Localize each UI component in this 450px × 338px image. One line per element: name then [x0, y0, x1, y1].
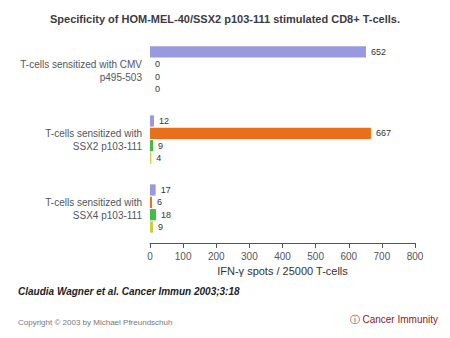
svg-text:0: 0 [155, 84, 160, 94]
svg-text:SSX2 p103-111: SSX2 p103-111 [73, 141, 143, 152]
svg-text:500: 500 [307, 251, 324, 262]
svg-text:400: 400 [274, 251, 291, 262]
svg-text:4: 4 [156, 153, 161, 163]
svg-text:T-cells sensitized with: T-cells sensitized with [45, 128, 142, 139]
svg-text:800: 800 [407, 251, 424, 262]
svg-text:700: 700 [374, 251, 391, 262]
svg-text:SSX4 p103-111: SSX4 p103-111 [73, 210, 143, 221]
svg-text:100: 100 [175, 251, 192, 262]
svg-text:ⓘ Cancer Immunity: ⓘ Cancer Immunity [350, 314, 438, 325]
svg-text:0: 0 [147, 251, 153, 262]
svg-text:12: 12 [159, 116, 169, 126]
svg-text:17: 17 [161, 185, 171, 195]
svg-text:6: 6 [157, 197, 162, 207]
svg-text:300: 300 [241, 251, 258, 262]
svg-text:p495-503: p495-503 [100, 72, 143, 83]
svg-text:Copyright © 2003 by Michael Pf: Copyright © 2003 by Michael Pfreundschuh [18, 318, 172, 327]
svg-text:667: 667 [376, 128, 391, 138]
svg-text:600: 600 [340, 251, 357, 262]
svg-text:T-cells sensitized with CMV: T-cells sensitized with CMV [20, 59, 142, 70]
svg-text:T-cells sensitized with: T-cells sensitized with [45, 197, 142, 208]
svg-text:652: 652 [371, 47, 386, 57]
svg-text:Specificity of HOM-MEL-40/SSX2: Specificity of HOM-MEL-40/SSX2 p103-111 … [50, 13, 400, 25]
svg-text:200: 200 [208, 251, 225, 262]
svg-text:9: 9 [158, 222, 163, 232]
svg-text:Claudia Wagner et al. Cancer I: Claudia Wagner et al. Cancer Immun 2003;… [18, 286, 240, 297]
svg-text:0: 0 [155, 72, 160, 82]
svg-text:0: 0 [155, 59, 160, 69]
svg-text:9: 9 [158, 141, 163, 151]
svg-text:18: 18 [161, 210, 171, 220]
svg-text:IFN-γ spots / 25000 T-cells: IFN-γ spots / 25000 T-cells [217, 265, 348, 277]
